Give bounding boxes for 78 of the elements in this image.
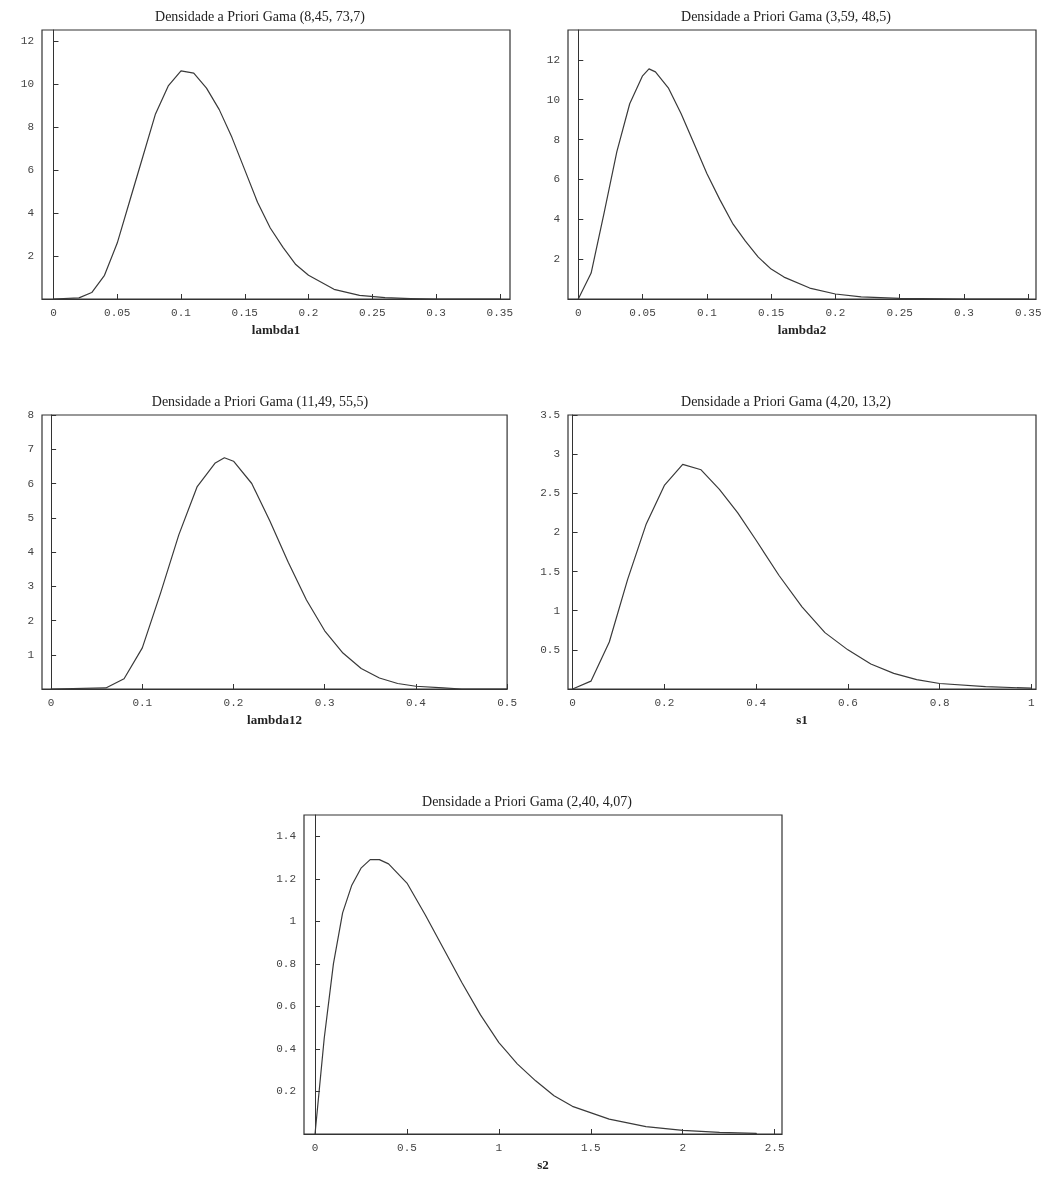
- chart-title: Densidade a Priori Gama (8,45, 73,7): [155, 8, 366, 25]
- x-tick-label: 0.1: [171, 306, 192, 319]
- y-tick-label: 0.4: [276, 1042, 297, 1055]
- y-tick-label: 0.2: [276, 1085, 296, 1098]
- y-tick-label: 2: [27, 614, 34, 627]
- x-tick-label: 2: [679, 1141, 687, 1154]
- x-tick-label: 0.15: [231, 306, 258, 319]
- y-tick-label: 1: [289, 915, 297, 928]
- x-tick-label: 0: [47, 696, 55, 709]
- x-tick-label: 0: [50, 306, 57, 319]
- chart-title: Densidade a Priori Gama (2,40, 4,07): [422, 793, 633, 810]
- y-tick-label: 4: [27, 206, 35, 219]
- x-tick-label: 0.1: [696, 306, 718, 319]
- x-tick-label: 0: [311, 1141, 319, 1154]
- y-tick-label: 4: [553, 213, 561, 226]
- y-tick-label: 4: [27, 546, 35, 558]
- y-tick-label: 10: [20, 77, 34, 90]
- y-tick-label: 1: [27, 648, 35, 661]
- x-tick-label: 0.4: [746, 696, 767, 709]
- x-tick-label: 0.8: [929, 696, 950, 709]
- y-tick-label: 1.2: [276, 872, 296, 885]
- x-tick-label: 0.6: [837, 696, 858, 709]
- y-tick-label: 1.4: [276, 830, 297, 843]
- y-tick-label: 8: [27, 120, 34, 133]
- y-tick-label: 8: [553, 133, 560, 146]
- y-tick-label: 0.8: [276, 957, 296, 970]
- y-tick-label: 10: [546, 93, 560, 106]
- y-tick-label: 3: [553, 448, 560, 461]
- y-tick-label: 6: [27, 163, 34, 176]
- y-tick-label: 6: [553, 173, 560, 186]
- x-tick-label: 0.05: [104, 306, 131, 319]
- x-tick-label: 0.5: [497, 696, 517, 709]
- y-tick-label: 2: [553, 526, 560, 539]
- x-tick-label: 0.15: [757, 306, 785, 319]
- chart-title: Densidade a Priori Gama (3,59, 48,5): [681, 8, 892, 25]
- x-tick-label: 0: [574, 306, 582, 319]
- x-tick-label: 0.3: [314, 696, 335, 709]
- x-tick-label: 0.35: [1015, 306, 1042, 319]
- y-tick-label: 12: [546, 53, 560, 66]
- x-tick-label: 0.1: [132, 696, 153, 709]
- x-tick-label: 0.35: [486, 306, 513, 319]
- y-tick-label: 2: [553, 253, 560, 266]
- x-axis-title: s2: [537, 1157, 549, 1172]
- y-tick-label: 0.5: [540, 643, 560, 656]
- y-tick-label: 8: [27, 409, 34, 421]
- y-tick-label: 3: [27, 580, 34, 593]
- x-tick-label: 0.5: [397, 1141, 417, 1154]
- chart-title: Densidade a Priori Gama (4,20, 13,2): [681, 393, 892, 410]
- y-tick-label: 3.5: [540, 409, 560, 421]
- y-tick-label: 1.5: [540, 565, 560, 578]
- x-axis-title: lambda12: [247, 712, 302, 727]
- x-tick-label: 2.5: [764, 1141, 785, 1154]
- x-tick-label: 0.25: [886, 306, 913, 319]
- y-tick-label: 7: [27, 443, 34, 456]
- x-tick-label: 0.3: [954, 306, 974, 319]
- x-tick-label: 0.2: [298, 306, 319, 319]
- y-tick-label: 12: [20, 34, 34, 47]
- x-tick-label: 1.5: [580, 1141, 601, 1154]
- x-tick-label: 0.05: [629, 306, 656, 319]
- y-tick-label: 0.6: [276, 1000, 296, 1013]
- y-tick-label: 1: [553, 604, 561, 617]
- x-tick-label: 0.4: [406, 696, 427, 709]
- x-tick-label: 0.2: [223, 696, 244, 709]
- x-tick-label: 0.25: [359, 306, 386, 319]
- x-tick-label: 0.3: [426, 306, 446, 319]
- x-tick-label: 0: [569, 696, 576, 709]
- x-axis-title: lambda1: [251, 322, 301, 337]
- x-tick-label: 0.2: [825, 306, 846, 319]
- x-tick-label: 1: [1028, 696, 1036, 709]
- x-tick-label: 0.2: [654, 696, 675, 709]
- y-tick-label: 6: [27, 477, 34, 490]
- chart-title: Densidade a Priori Gama (11,49, 55,5): [151, 393, 369, 410]
- y-tick-label: 2: [27, 249, 34, 262]
- x-axis-title: s1: [796, 712, 808, 727]
- x-axis-title: lambda2: [777, 322, 827, 337]
- y-tick-label: 5: [27, 511, 34, 524]
- y-tick-label: 2.5: [540, 487, 560, 500]
- x-tick-label: 1: [495, 1141, 503, 1154]
